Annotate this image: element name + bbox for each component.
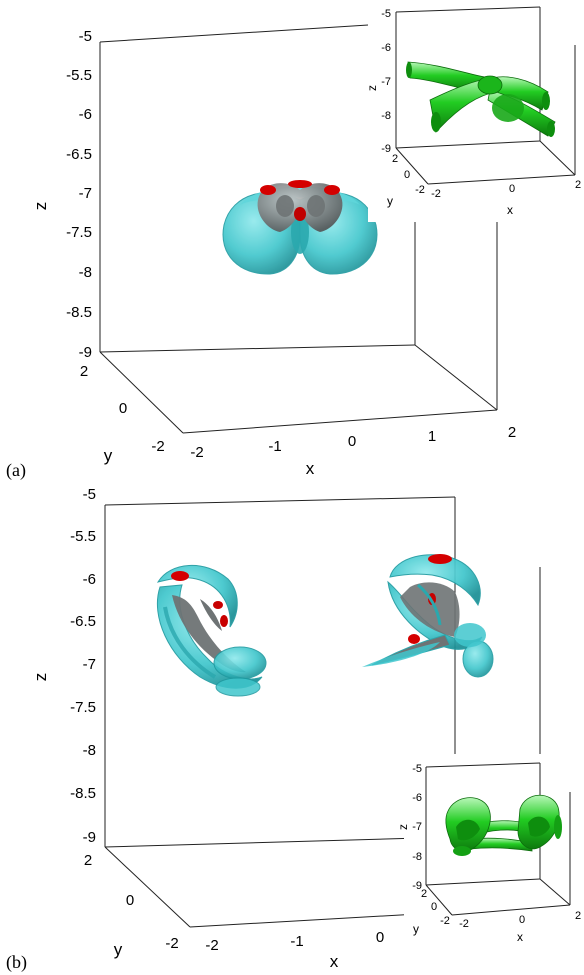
x-tick: 1 (428, 428, 436, 445)
z-tick: -6 (83, 571, 96, 588)
z-axis-ticks: -5 -5.5 -6 -6.5 -7 -7.5 -8 -8.5 -9 (66, 28, 92, 361)
inset-x-label: x (507, 203, 513, 217)
z-tick: -5.5 (66, 67, 92, 84)
z-tick: -8 (83, 742, 96, 759)
inset-x-tick: 2 (575, 179, 581, 191)
y-axis-ticks: 2 0 -2 (80, 363, 165, 455)
inset-y-tick: 0 (404, 169, 410, 181)
x-axis-ticks: -2 -1 0 1 2 (190, 424, 516, 461)
z-tick: -8 (79, 264, 92, 281)
z-tick: -6.5 (70, 613, 96, 630)
inset-z-tick: -8 (412, 851, 422, 863)
inset-a: -5 -6 -7 -8 -9 z 2 0 -2 y -2 0 2 x (365, 0, 584, 222)
z-tick: -9 (83, 829, 96, 846)
inset-z-tick: -5 (381, 8, 391, 20)
panel-label: (b) (6, 952, 27, 973)
z-axis-label: z (31, 673, 50, 682)
z-axis-ticks: -5 -5.5 -6 -6.5 -7 -7.5 -8 -8.5 -9 (70, 487, 96, 846)
inset-y-tick: -2 (440, 915, 450, 927)
inset-x-tick: -2 (431, 188, 441, 200)
inset-y-tick: 2 (421, 888, 427, 900)
inset-b: -5 -6 -7 -8 -9 z 2 0 -2 y -2 0 2 x (396, 754, 584, 975)
vortex-isosurface (222, 180, 378, 275)
y-tick: -2 (165, 935, 178, 952)
z-tick: -8.5 (66, 304, 92, 321)
x-axis-ticks: -2 -1 0 (205, 929, 384, 954)
right-vortex-isosurface (362, 554, 494, 678)
z-tick: -5 (79, 28, 92, 45)
inset-x-tick: 0 (519, 914, 525, 926)
x-tick: -2 (205, 937, 218, 954)
panel-a: -5 -5.5 -6 -6.5 -7 -7.5 -8 -8.5 -9 z 2 0… (0, 0, 584, 487)
inset-z-tick: -5 (412, 763, 422, 775)
panel-label: (a) (6, 460, 26, 481)
inset-z-label: z (396, 824, 410, 830)
y-tick: 2 (84, 852, 92, 869)
y-axis-ticks: 2 0 -2 (84, 852, 179, 952)
left-vortex-isosurface (156, 565, 267, 697)
inset-x-tick: 0 (509, 183, 515, 195)
x-tick: 0 (376, 929, 384, 946)
y-tick: -2 (151, 438, 164, 455)
z-tick: -5.5 (70, 528, 96, 545)
z-tick: -8.5 (70, 785, 96, 802)
inset-x-label: x (517, 930, 523, 944)
z-tick: -9 (79, 344, 92, 361)
inset-x-tick: -2 (459, 918, 469, 930)
x-axis-label: x (306, 459, 315, 478)
panel-a-figure: -5 -5.5 -6 -6.5 -7 -7.5 -8 -8.5 -9 z 2 0… (6, 0, 584, 481)
x-tick: -1 (290, 933, 303, 950)
inset-z-tick: -6 (381, 42, 391, 54)
panel-b-figure: -5 -5.5 -6 -6.5 -7 -7.5 -8 -8.5 -9 z 2 0… (6, 487, 584, 975)
x-tick: -2 (190, 444, 203, 461)
x-axis-label: x (330, 952, 339, 971)
y-tick: 2 (80, 363, 88, 380)
panel-b: -5 -5.5 -6 -6.5 -7 -7.5 -8 -8.5 -9 z 2 0… (0, 487, 584, 975)
z-tick: -5 (83, 487, 96, 503)
inset-y-tick: 2 (392, 153, 398, 165)
inset-z-tick: -7 (381, 76, 391, 88)
inset-y-tick: 0 (431, 901, 437, 913)
inset-z-tick: -9 (412, 880, 422, 892)
inset-y-label: y (413, 922, 419, 936)
z-tick: -7.5 (70, 699, 96, 716)
y-axis-label: y (104, 446, 113, 465)
inset-z-tick: -8 (381, 110, 391, 122)
inset-z-label: z (365, 85, 379, 91)
y-tick: 0 (126, 892, 134, 909)
x-tick: -1 (268, 438, 281, 455)
inset-z-tick: -9 (381, 143, 391, 155)
y-tick: 0 (119, 400, 127, 417)
inset-z-tick: -6 (412, 792, 422, 804)
inset-z-tick: -7 (412, 821, 422, 833)
x-tick: 2 (508, 424, 516, 441)
inset-y-label: y (387, 194, 393, 208)
z-tick: -6 (79, 106, 92, 123)
z-tick: -7 (79, 185, 92, 202)
inset-y-tick: -2 (415, 184, 425, 196)
y-axis-label: y (114, 940, 123, 959)
z-tick: -7.5 (66, 224, 92, 241)
z-tick: -6.5 (66, 146, 92, 163)
z-tick: -7 (83, 656, 96, 673)
z-axis-label: z (31, 202, 50, 211)
x-tick: 0 (348, 433, 356, 450)
inset-x-tick: 2 (575, 910, 581, 922)
